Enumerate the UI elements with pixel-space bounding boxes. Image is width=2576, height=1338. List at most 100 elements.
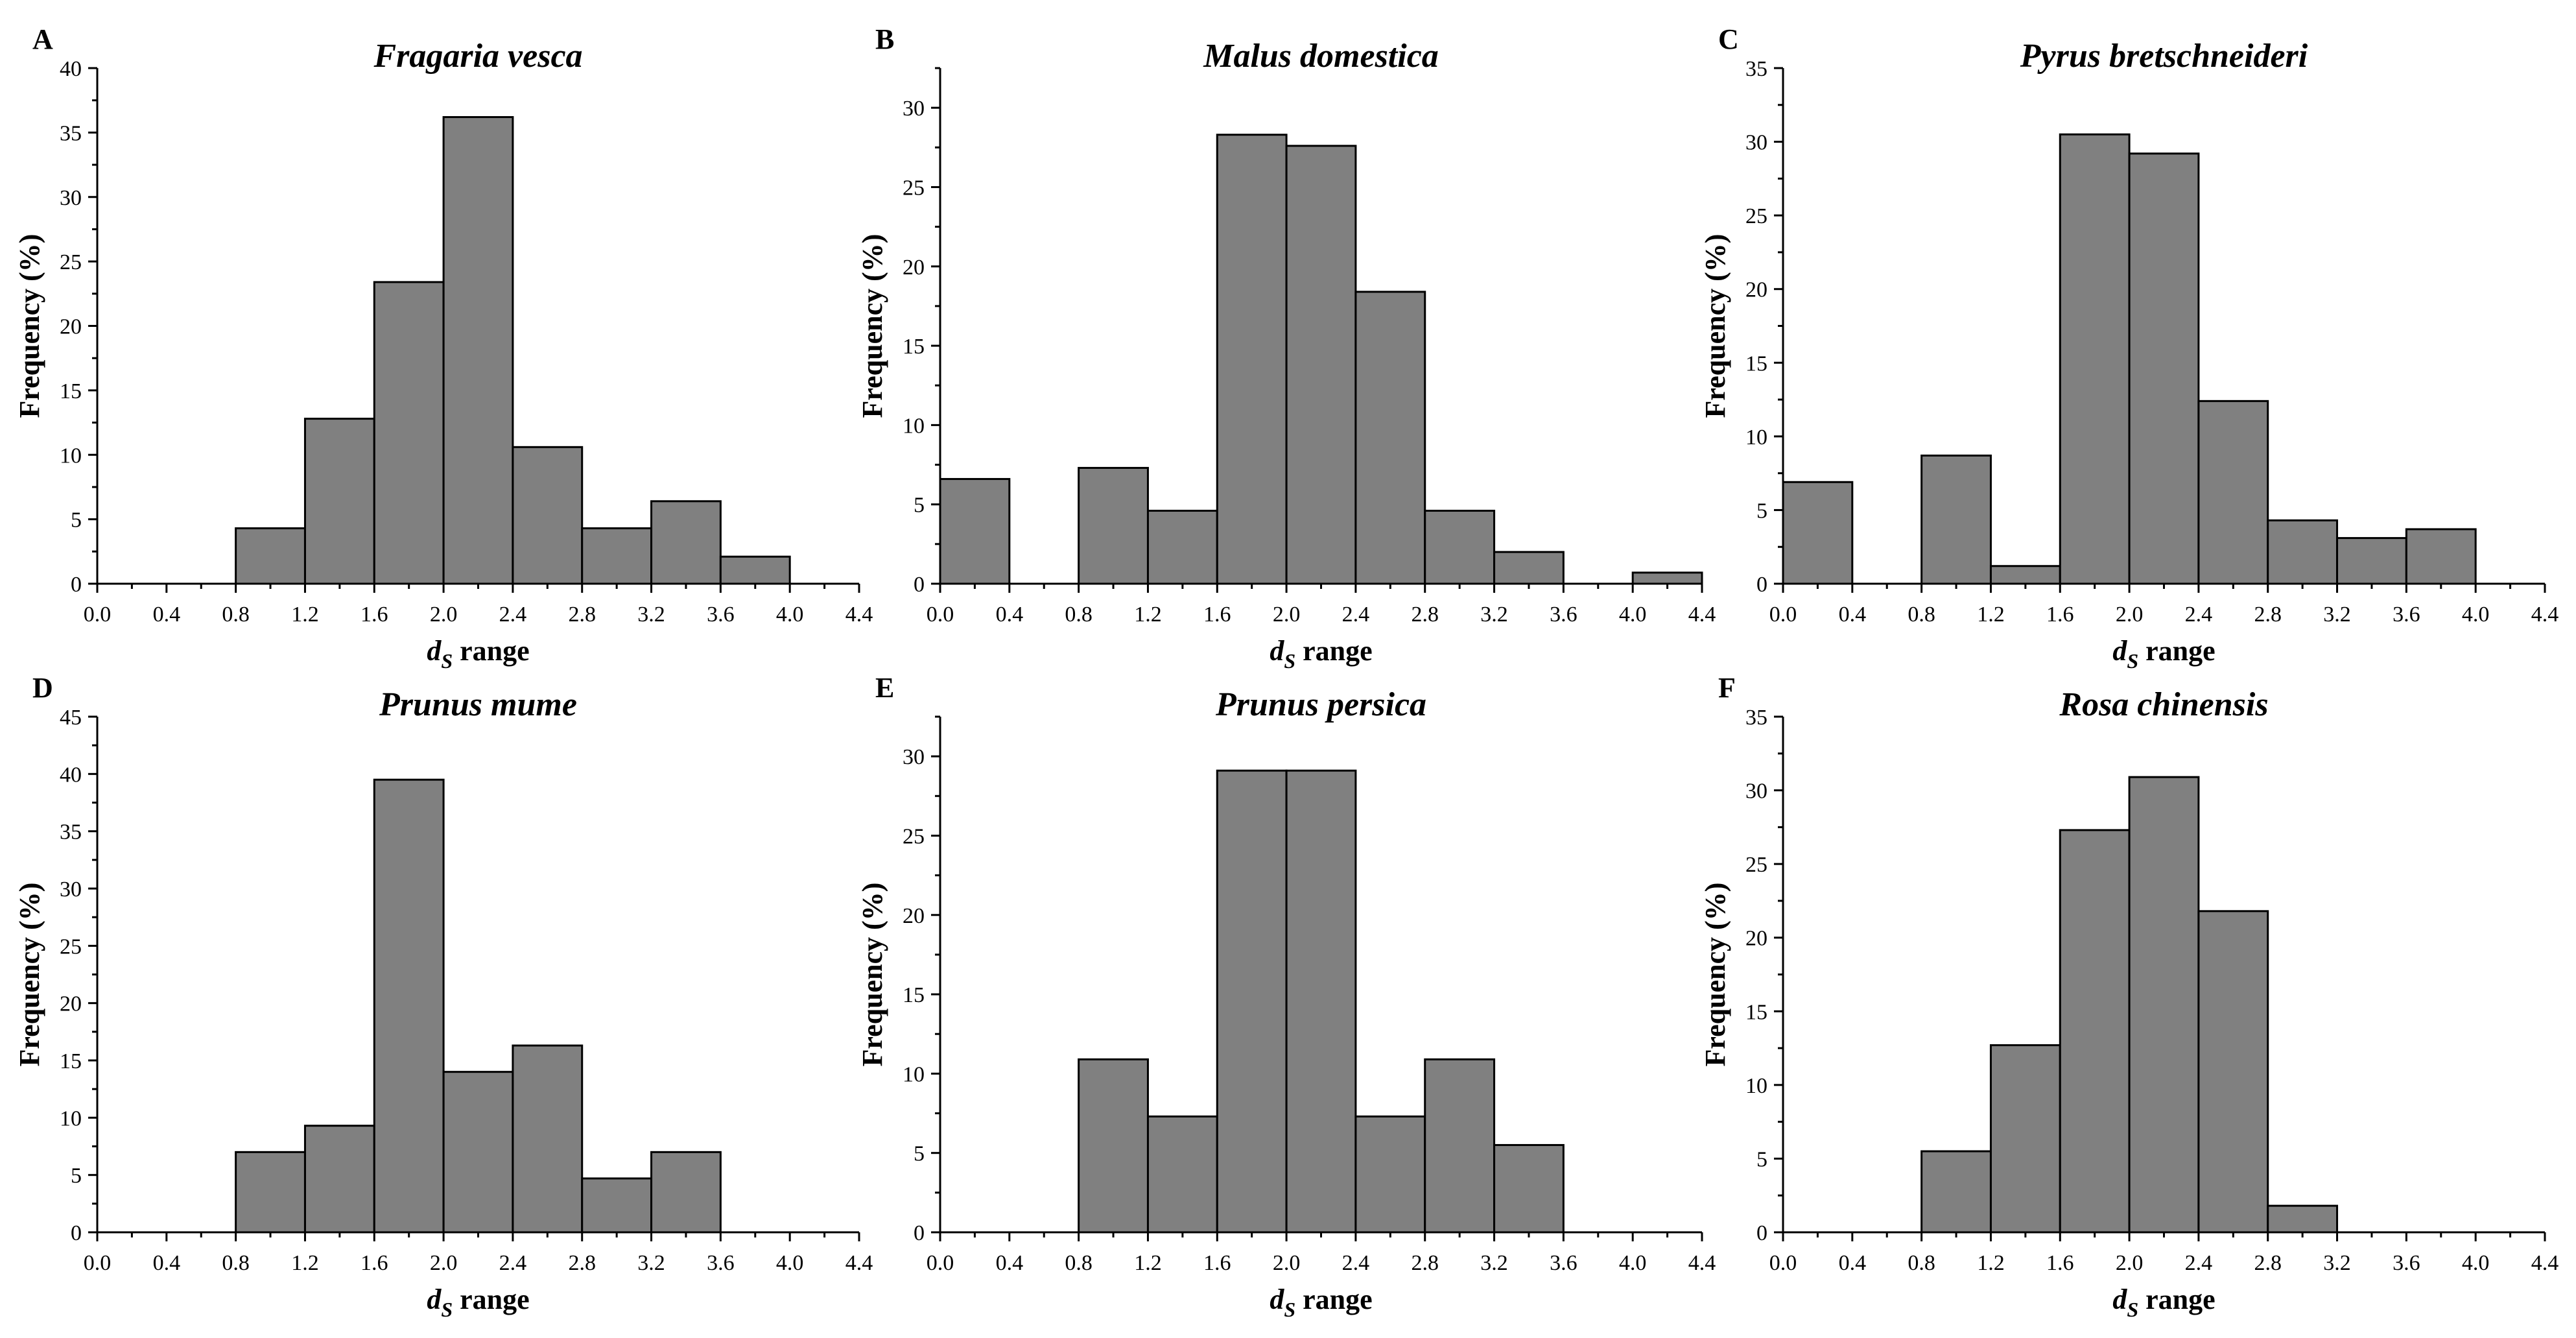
panel-a-ytick-label-20: 20 [60,315,82,339]
panel-a-xtick-label-8: 3.2 [637,603,665,627]
panel-b-title: Malus domestica [1203,38,1439,75]
panel-c-xtick-label-11: 4.4 [2531,603,2559,627]
panel-e-title: Prunus persica [1215,686,1426,723]
panel-f-ytick-label-0: 0 [1756,1221,1767,1245]
panel-b-bar-4 [1285,145,1357,585]
panel-d-xtick-label-0: 0.0 [84,1251,112,1275]
panel-e-xtick-label-5: 2.0 [1273,1251,1301,1275]
xlabel-d: d [427,1284,442,1315]
xlabel-subscript: S [1284,649,1295,673]
panel-e-ytick-label-0: 0 [914,1221,925,1245]
xlabel-d: d [427,635,442,667]
panel-a-xtick-label-5: 2.0 [430,603,458,627]
panel-d-ytick-label-35: 35 [60,820,82,844]
panel-e-bar-3 [1285,769,1357,1234]
panel-f-xtick-label-9: 3.6 [2393,1251,2420,1275]
panel-b-bar-8 [1631,571,1703,585]
panel-c-xtick-label-0: 0.0 [1769,603,1797,627]
panel-d-xtick-label-10: 4.0 [776,1251,804,1275]
xlabel-subscript: S [1284,1298,1295,1321]
panel-f-xtick-label-5: 2.0 [2116,1251,2144,1275]
panel-a-bar-3 [442,116,514,585]
panel-f-xtick-label-0: 0.0 [1769,1251,1797,1275]
panel-f-ytick-label-15: 15 [1745,1000,1767,1024]
panel-b-xtick-label-11: 4.4 [1688,603,1716,627]
panel-b-xtick-label-7: 2.8 [1411,603,1439,627]
panel-a-ytick-label-30: 30 [60,186,82,210]
panel-a-bar-7 [719,555,791,585]
panel-d-bar-4 [512,1044,584,1234]
xlabel-d: d [1270,635,1284,667]
panel-d-bar-2 [373,778,445,1234]
panel-d-xtick-label-5: 2.0 [430,1251,458,1275]
panel-a-ytick-label-5: 5 [71,508,82,532]
panel-b-ytick-label-0: 0 [914,573,925,597]
panel-f-xtick-label-10: 4.0 [2462,1251,2490,1275]
xlabel-range: range [1295,635,1373,667]
panel-e-bar-5 [1424,1058,1496,1234]
panel-a-xtick-label-6: 2.4 [499,603,527,627]
panel-e-bar-0 [1078,1058,1149,1234]
xlabel-subscript: S [441,1298,453,1321]
panel-c-xtick-label-4: 1.6 [2046,603,2074,627]
xlabel-range: range [1295,1284,1373,1315]
panel-c-xtick-label-8: 3.2 [2323,603,2351,627]
panel-d-letter: D [32,672,53,704]
panel-d-bar-0 [235,1151,306,1234]
panel-c-xlabel: dS range [2112,635,2215,673]
panel-c-bar-4 [2128,152,2200,585]
panel-f-xtick-label-4: 1.6 [2046,1251,2074,1275]
panel-d-ylabel: Frequency (%) [14,883,45,1067]
panel-f: F Rosa chinensis 0.0 0.4 0.8 1.2 1.6 2.0 2.4 2.8 3… [1699,672,2558,1321]
xlabel-subscript: S [2127,649,2138,673]
panel-e-letter: E [875,672,894,704]
panel-d-ytick-label-25: 25 [60,935,82,959]
panel-b-bar-0 [939,478,1011,585]
panel-c-bar-6 [2267,519,2339,585]
panel-b-xtick-label-2: 0.8 [1065,603,1093,627]
panel-a-ytick-label-40: 40 [60,57,82,81]
panel-c-ytick-label-5: 5 [1756,499,1767,523]
panel-d-xtick-label-2: 0.8 [222,1251,250,1275]
panel-c-bar-7 [2336,537,2407,585]
panel-c-letter: C [1718,23,1739,55]
panel-c-ylabel: Frequency (%) [1699,234,1731,418]
panel-f-letter: F [1718,672,1736,704]
panel-b-letter: B [875,23,894,55]
panel-e-ytick-label-15: 15 [903,983,925,1007]
panel-e-bar-2 [1216,769,1288,1234]
panel-f-xtick-label-3: 1.2 [1977,1251,2005,1275]
panel-d-ytick-label-45: 45 [60,706,82,730]
panel-a: A Fragaria vesca 0.0 0.4 0.8 1.2 1.6 2.0 2.4 2.8 3… [14,23,873,673]
panel-f-bar-3 [2128,776,2200,1234]
panel-c-bar-2 [1989,565,2061,585]
panel-e-ytick-label-30: 30 [903,745,925,769]
panel-c-xtick-label-2: 0.8 [1908,603,1935,627]
panel-d-ytick-label-15: 15 [60,1049,82,1073]
panel-e-xtick-label-2: 0.8 [1065,1251,1093,1275]
panel-e-xtick-label-10: 4.0 [1619,1251,1647,1275]
panel-b-bar-1 [1078,466,1149,585]
panel-c-ytick-label-35: 35 [1745,57,1767,81]
panel-a-ytick-label-0: 0 [71,573,82,597]
panel-e-xtick-label-7: 2.8 [1411,1251,1439,1275]
panel-d-xtick-label-3: 1.2 [291,1251,319,1275]
panel-b-ytick-label-15: 15 [903,335,925,359]
panel-e-xtick-label-8: 3.2 [1480,1251,1508,1275]
panel-b-ylabel: Frequency (%) [857,234,888,418]
panel-a-ytick-label-10: 10 [60,444,82,468]
panel-a-xtick-label-2: 0.8 [222,603,250,627]
panel-f-xtick-label-1: 0.4 [1839,1251,1867,1275]
panel-e-xtick-label-9: 3.6 [1550,1251,1578,1275]
panel-b-xtick-label-4: 1.6 [1203,603,1231,627]
panel-e-bar-6 [1493,1143,1565,1234]
panel-a-xtick-label-0: 0.0 [84,603,112,627]
panel-d-ytick-label-5: 5 [71,1164,82,1188]
panel-a-bar-1 [303,418,375,585]
panel-c-bar-1 [1920,454,1992,585]
panel-c-bar-5 [2197,400,2269,585]
panel-b-xtick-label-5: 2.0 [1273,603,1301,627]
panel-e-bar-1 [1146,1115,1218,1234]
panel-a-xtick-label-11: 4.4 [845,603,873,627]
